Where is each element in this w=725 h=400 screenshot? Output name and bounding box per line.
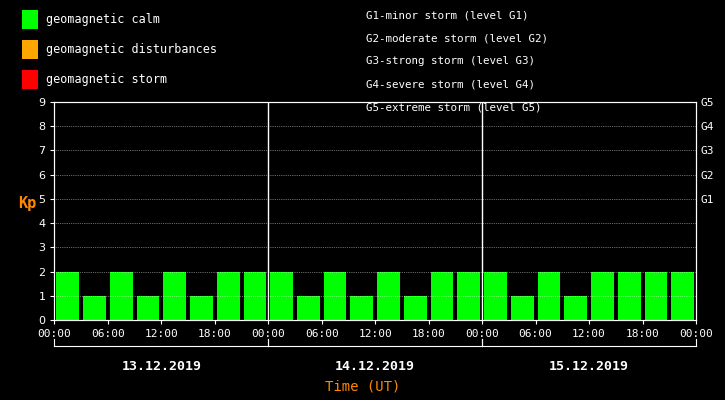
Bar xyxy=(645,272,667,320)
Bar xyxy=(83,296,106,320)
Bar xyxy=(136,296,160,320)
Text: 13.12.2019: 13.12.2019 xyxy=(121,360,202,372)
Bar xyxy=(538,272,560,320)
Bar xyxy=(484,272,507,320)
Text: G1-minor storm (level G1): G1-minor storm (level G1) xyxy=(366,10,529,20)
Text: 15.12.2019: 15.12.2019 xyxy=(549,360,629,372)
Bar xyxy=(431,272,453,320)
Bar xyxy=(404,296,426,320)
Text: geomagnetic storm: geomagnetic storm xyxy=(46,73,167,86)
Bar xyxy=(217,272,239,320)
Bar xyxy=(110,272,133,320)
Bar xyxy=(618,272,640,320)
Bar xyxy=(591,272,614,320)
Text: G4-severe storm (level G4): G4-severe storm (level G4) xyxy=(366,80,535,90)
Bar xyxy=(57,272,79,320)
Text: G2-moderate storm (level G2): G2-moderate storm (level G2) xyxy=(366,33,548,43)
Text: Time (UT): Time (UT) xyxy=(325,380,400,394)
Bar xyxy=(350,296,373,320)
Bar xyxy=(324,272,347,320)
Bar xyxy=(297,296,320,320)
Text: G5-extreme storm (level G5): G5-extreme storm (level G5) xyxy=(366,103,542,113)
Y-axis label: Kp: Kp xyxy=(18,196,36,211)
Bar xyxy=(270,272,293,320)
Bar xyxy=(163,272,186,320)
Text: G3-strong storm (level G3): G3-strong storm (level G3) xyxy=(366,56,535,66)
Bar xyxy=(671,272,694,320)
Bar xyxy=(511,296,534,320)
Bar xyxy=(377,272,400,320)
Bar xyxy=(190,296,212,320)
Text: geomagnetic calm: geomagnetic calm xyxy=(46,13,160,26)
Bar xyxy=(564,296,587,320)
Bar xyxy=(457,272,480,320)
Text: geomagnetic disturbances: geomagnetic disturbances xyxy=(46,43,218,56)
Text: 14.12.2019: 14.12.2019 xyxy=(335,360,415,372)
Bar xyxy=(244,272,266,320)
